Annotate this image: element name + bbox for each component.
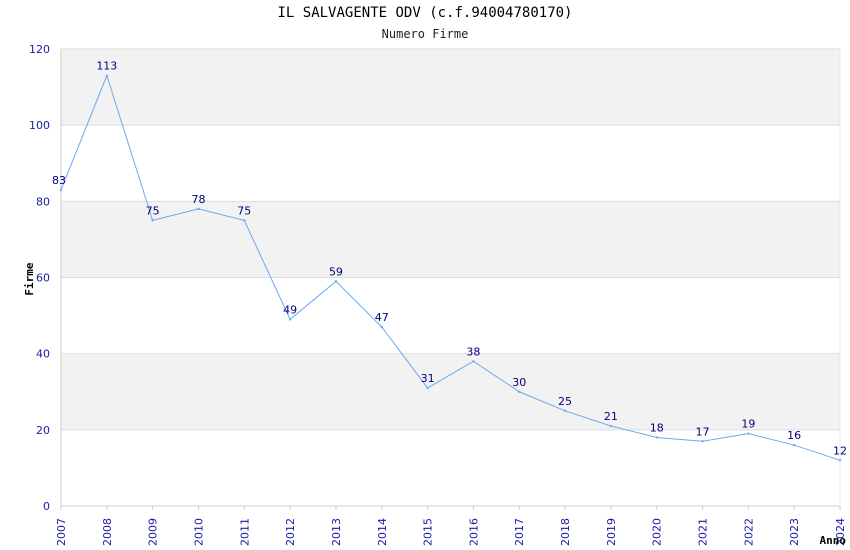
data-point [380, 325, 383, 329]
data-point [747, 432, 750, 435]
data-point [518, 390, 521, 393]
grid-band [61, 125, 840, 202]
data-label: 17 [696, 425, 710, 438]
y-tick-label: 60 [36, 272, 50, 285]
data-point [197, 207, 200, 211]
series-line [60, 74, 841, 461]
y-tick-label: 100 [29, 119, 50, 132]
x-tick-label: 2016 [467, 518, 480, 546]
data-point [609, 424, 613, 428]
x-tick-label: 2021 [697, 518, 710, 546]
data-point [655, 436, 658, 439]
data-label: 38 [466, 345, 480, 358]
x-tick-label: 2017 [513, 518, 526, 546]
x-tick-label: 2008 [101, 518, 114, 546]
data-point [151, 219, 154, 222]
y-tick-label: 80 [36, 195, 50, 208]
x-tick-label: 2018 [559, 518, 572, 546]
y-tick-label: 20 [36, 424, 50, 437]
x-tick-label: 2014 [376, 518, 389, 546]
data-label: 16 [787, 429, 801, 442]
data-label: 19 [741, 418, 755, 431]
data-label: 12 [833, 444, 847, 457]
data-point [334, 280, 338, 283]
data-label: 78 [191, 193, 205, 206]
chart-subtitle: Numero Firme [381, 27, 469, 41]
data-label: 30 [512, 376, 526, 389]
data-label: 83 [52, 174, 66, 187]
data-label: 113 [96, 60, 117, 73]
x-tick-label: 2010 [192, 518, 205, 546]
x-tick-label: 2011 [238, 518, 251, 546]
grid-band [61, 429, 840, 506]
y-tick-label: 0 [43, 500, 50, 513]
data-point [105, 74, 109, 77]
x-tick-label: 2024 [834, 518, 847, 546]
y-tick-label: 40 [36, 348, 50, 361]
data-label: 75 [146, 204, 160, 217]
x-tick-label: 2023 [788, 518, 801, 546]
x-tick-label: 2009 [147, 518, 160, 546]
y-axis-label: Firme [23, 262, 36, 295]
data-point [563, 409, 567, 412]
data-label: 49 [283, 303, 297, 316]
data-point [701, 440, 704, 443]
x-tick-label: 2015 [422, 518, 435, 546]
x-tick-label: 2019 [605, 518, 618, 546]
x-tick-label: 2007 [55, 518, 68, 546]
x-tick-label: 2022 [742, 518, 755, 546]
data-point [288, 318, 292, 321]
grid-band [61, 49, 840, 126]
data-label: 47 [375, 311, 389, 324]
x-tick-label: 2020 [651, 518, 664, 546]
data-label: 25 [558, 395, 572, 408]
data-point [59, 188, 63, 192]
data-label: 18 [650, 421, 664, 434]
data-label: 31 [421, 372, 435, 385]
grid-band [61, 277, 840, 354]
data-point [472, 360, 475, 363]
x-tick-label: 2012 [284, 518, 297, 546]
data-label: 75 [237, 204, 251, 217]
x-axis-label: Anno [820, 534, 847, 547]
data-point [792, 443, 796, 447]
data-point [838, 459, 842, 462]
grid-band [61, 353, 840, 430]
data-point [426, 386, 429, 390]
data-point [243, 219, 246, 222]
x-tick-label: 2013 [330, 518, 343, 546]
grid-band [61, 201, 840, 278]
data-label: 59 [329, 265, 343, 278]
chart-title: IL SALVAGENTE ODV (c.f.94004780170) [277, 5, 573, 21]
data-label: 21 [604, 410, 618, 423]
y-tick-label: 120 [29, 43, 50, 56]
